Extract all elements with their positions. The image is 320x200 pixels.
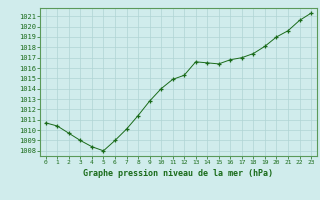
X-axis label: Graphe pression niveau de la mer (hPa): Graphe pression niveau de la mer (hPa) — [84, 169, 273, 178]
